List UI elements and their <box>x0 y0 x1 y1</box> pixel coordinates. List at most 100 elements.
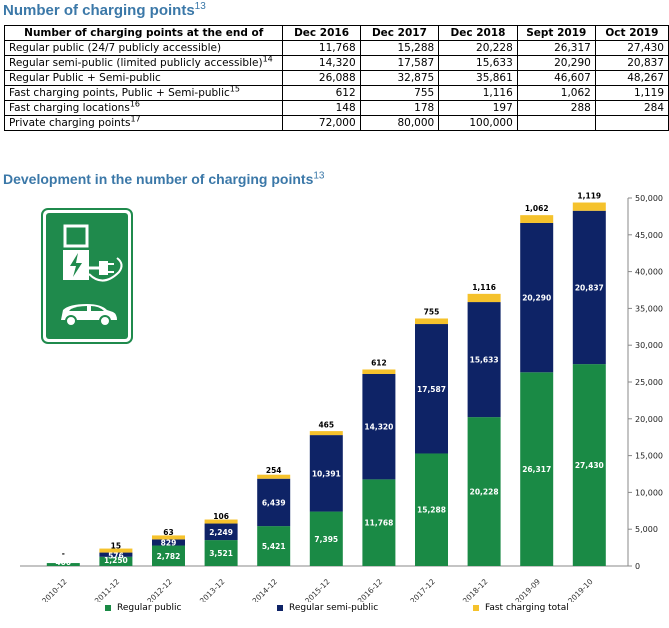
table-cell: 11,768 <box>282 40 361 56</box>
table-row: Fast charging locations16 148 178 197 28… <box>3 99 669 116</box>
data-label-regular-public: 5,421 <box>262 542 286 551</box>
bar-regular-public <box>99 556 133 566</box>
data-label-regular-public: 400 <box>55 558 71 567</box>
table-title-ref: 13 <box>194 1 206 12</box>
row-label-text: Fast charging points, Public + Semi-publ… <box>9 87 230 99</box>
bar-regular-semi-public <box>520 222 554 373</box>
row-label: Regular Public + Semi-public <box>3 70 284 86</box>
row-label: Regular public (24/7 publicly accessible… <box>3 40 284 56</box>
table-cell: 755 <box>359 85 440 101</box>
legend-label: Regular semi-public <box>289 603 379 613</box>
table-cell: 178 <box>359 100 440 116</box>
table-header-row: Number of charging points at the end of … <box>3 25 669 41</box>
legend-swatch <box>473 604 479 611</box>
data-label-fast-charging-total: 63 <box>163 528 173 537</box>
chart-title-text: Development in the number of charging po… <box>3 171 314 187</box>
bar-regular-public <box>572 364 606 566</box>
table-cell: 1,119 <box>594 85 669 101</box>
table-cell <box>516 115 596 131</box>
y-tick-label: 30,000 <box>635 341 663 350</box>
y-tick-label: 50,000 <box>635 194 663 203</box>
y-tick-label: 35,000 <box>635 304 663 313</box>
row-label: Fast charging locations16 <box>3 99 284 116</box>
bar-regular-semi-public <box>415 324 448 454</box>
x-tick-label: 2011-12 <box>93 577 122 602</box>
bar-regular-semi-public <box>257 478 291 527</box>
charging-points-table: Number of charging points at the end of … <box>3 25 669 131</box>
row-label-ref: 16 <box>129 99 140 109</box>
ev-charging-sign-icon <box>41 208 133 344</box>
table-header-dec-2017: Dec 2017 <box>359 25 440 41</box>
chart-title: Development in the number of charging po… <box>3 171 324 187</box>
data-label-fast-charging-total: 1,062 <box>525 204 549 213</box>
table-cell: 46,607 <box>516 70 596 86</box>
bar-fast-charging-total <box>362 369 396 374</box>
x-tick-label: 2016-12 <box>356 577 385 602</box>
data-label-regular-public: 27,430 <box>575 461 604 470</box>
row-label-ref: 15 <box>229 84 240 94</box>
y-tick-label: 20,000 <box>635 415 663 424</box>
chart-title-ref: 13 <box>313 170 325 182</box>
table-cell: 15,633 <box>438 55 518 71</box>
legend-label: Regular public <box>117 603 182 613</box>
table-cell: 15,288 <box>359 40 440 56</box>
table-cell: 32,875 <box>359 70 440 86</box>
bar-fast-charging-total <box>99 548 133 553</box>
data-label-regular-public: 1,250 <box>104 556 128 565</box>
table-cell: 288 <box>516 100 596 116</box>
data-label-fast-charging-total: 465 <box>318 421 334 430</box>
table-cell: 48,267 <box>594 70 669 86</box>
table-cell: 17,587 <box>359 55 440 71</box>
data-label-regular-semi-public: 6,439 <box>262 498 286 507</box>
table-cell: 148 <box>282 100 361 116</box>
table-cell: 100,000 <box>438 115 518 131</box>
table-cell: 35,861 <box>438 70 518 86</box>
row-label-text: Regular semi-public (limited publicly ac… <box>9 57 263 69</box>
data-label-regular-semi-public: 14,320 <box>364 423 393 432</box>
table-cell: 20,290 <box>516 55 596 71</box>
bar-fast-charging-total <box>467 293 501 303</box>
row-label: Regular semi-public (limited publicly ac… <box>3 54 284 71</box>
row-label-ref: 14 <box>262 54 273 64</box>
bar-regular-public <box>204 540 238 566</box>
bar-regular-public <box>257 526 291 566</box>
data-label-regular-public: 3,521 <box>209 549 233 558</box>
bar-regular-semi-public <box>572 210 606 365</box>
row-label: Private charging points17 <box>3 115 284 131</box>
table-cell: 20,228 <box>438 40 518 56</box>
bar-fast-charging-total <box>520 215 554 223</box>
data-label-fast-charging-total: 1,119 <box>577 192 601 201</box>
table-cell: 72,000 <box>282 115 361 131</box>
table-cell: 612 <box>282 85 361 101</box>
bar-regular-public <box>467 417 501 566</box>
data-label-regular-public: 26,317 <box>522 465 551 474</box>
bar-regular-semi-public <box>362 373 396 480</box>
bar-fast-charging-total <box>309 431 343 436</box>
table-title-text: Number of charging points <box>3 2 195 19</box>
table-cell: 284 <box>594 100 669 116</box>
bar-regular-public <box>362 479 396 566</box>
table-cell: 26,317 <box>516 40 596 56</box>
bar-fast-charging-total <box>572 202 606 211</box>
legend-label: Fast charging total <box>485 603 569 613</box>
bar-regular-semi-public <box>99 552 133 557</box>
data-label-regular-semi-public: 20,837 <box>575 283 604 292</box>
legend-item-regular-semi-public: Regular semi-public <box>277 603 378 613</box>
data-label-fast-charging-total: - <box>62 549 65 558</box>
data-label-regular-semi-public: 829 <box>161 538 177 547</box>
row-label-text: Regular public (24/7 publicly accessible… <box>9 42 222 54</box>
bar-regular-semi-public <box>309 435 343 512</box>
data-label-regular-semi-public: 10,391 <box>312 469 341 478</box>
legend-swatch <box>277 604 283 611</box>
data-label-regular-public: 2,782 <box>157 552 181 561</box>
table-cell: 14,320 <box>282 55 361 71</box>
x-tick-label: 2015-12 <box>303 577 332 602</box>
data-label-fast-charging-total: 755 <box>424 307 440 316</box>
row-label-text: Private charging points <box>9 117 131 129</box>
x-tick-label: 2018-12 <box>461 577 490 602</box>
y-tick-label: 0 <box>635 562 640 571</box>
data-label-regular-public: 15,288 <box>417 506 446 515</box>
legend-item-fast-charging-total: Fast charging total <box>473 603 569 613</box>
table-cell: 1,116 <box>438 85 518 101</box>
table-header-sept-2019: Sept 2019 <box>516 25 596 41</box>
